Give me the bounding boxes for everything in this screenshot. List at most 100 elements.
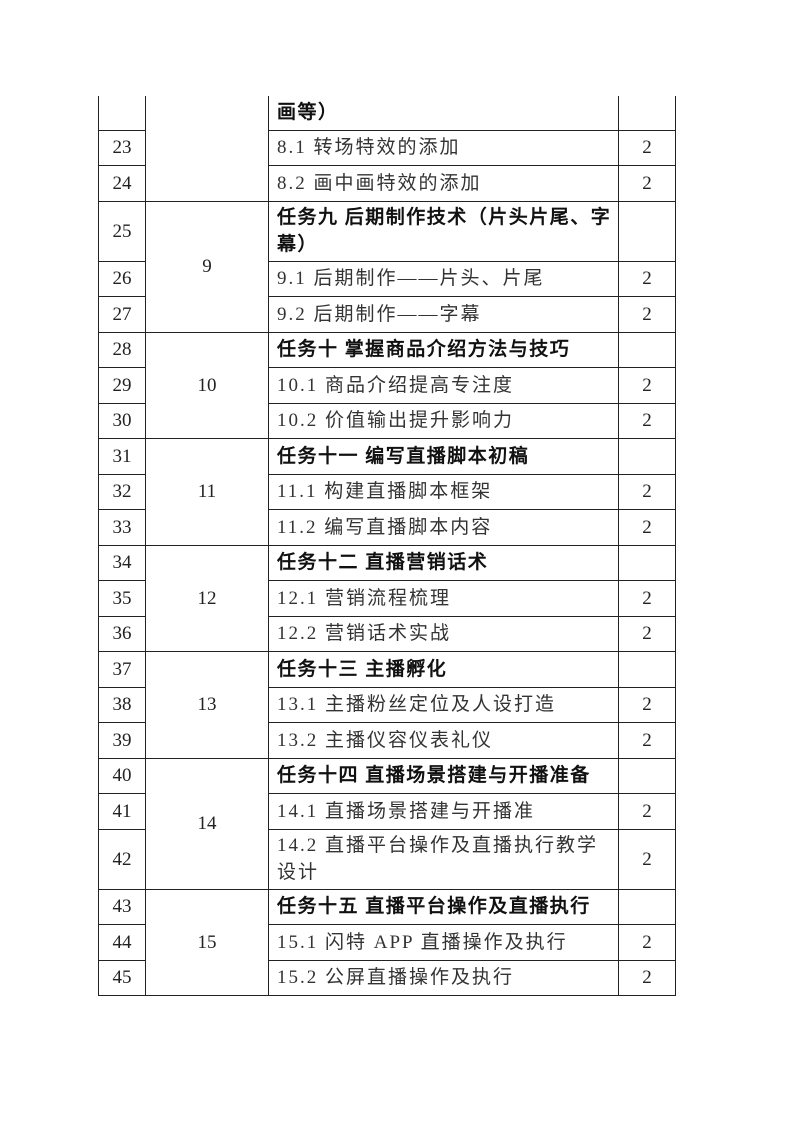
- task-title-cell: 任务九 后期制作技术（片头片尾、字幕）: [268, 200, 619, 262]
- hours-cell: 2: [618, 615, 676, 652]
- table-row: 38 13.1 主播粉丝定位及人设打造 2: [98, 686, 676, 723]
- table-row: 29 10.1 商品介绍提高专注度 2: [98, 367, 676, 404]
- row-number-cell: 23: [98, 129, 146, 166]
- task-title-cell: 任务十 掌握商品介绍方法与技巧: [268, 331, 619, 368]
- table-row: 32 11.1 构建直播脚本框架 2: [98, 473, 676, 510]
- subtask-title-cell: 14.2 直播平台操作及直播执行教学设计: [268, 828, 619, 890]
- table-row: 27 9.2 后期制作——字幕 2: [98, 296, 676, 333]
- row-number-cell: 30: [98, 402, 146, 439]
- table-row: 23 8.1 转场特效的添加 2: [98, 129, 676, 166]
- row-number-cell: 42: [98, 828, 146, 890]
- task-title-cell: 任务十二 直播营销话术: [268, 544, 619, 581]
- hours-cell: [618, 200, 676, 262]
- table-row: 35 12.1 营销流程梳理 2: [98, 580, 676, 617]
- row-number-cell: 35: [98, 580, 146, 617]
- subtask-title-cell: 11.2 编写直播脚本内容: [268, 509, 619, 546]
- table-row: 26 9.1 后期制作——片头、片尾 2: [98, 260, 676, 297]
- row-number-cell: 28: [98, 331, 146, 368]
- hours-cell: 2: [618, 828, 676, 890]
- task-group-cell: 15: [145, 888, 269, 996]
- subtask-title-cell: 9.2 后期制作——字幕: [268, 296, 619, 333]
- row-number-cell: 32: [98, 473, 146, 510]
- task-title-cell: 任务十四 直播场景搭建与开播准备: [268, 757, 619, 794]
- hours-cell: 2: [618, 580, 676, 617]
- task-title-cell: 任务十五 直播平台操作及直播执行: [268, 888, 619, 925]
- table-row: 28 10 任务十 掌握商品介绍方法与技巧: [98, 331, 676, 439]
- hours-cell: 2: [618, 402, 676, 439]
- row-number-cell: 39: [98, 722, 146, 759]
- subtask-title-cell: 13.1 主播粉丝定位及人设打造: [268, 686, 619, 723]
- table-row: 36 12.2 营销话术实战 2: [98, 615, 676, 652]
- row-number-cell: [98, 96, 146, 131]
- row-number-cell: 29: [98, 367, 146, 404]
- hours-cell: 2: [618, 260, 676, 297]
- subtask-title-cell: 12.2 营销话术实战: [268, 615, 619, 652]
- subtask-title-cell: 15.1 闪特 APP 直播操作及执行: [268, 924, 619, 961]
- table-row: 31 11 任务十一 编写直播脚本初稿: [98, 438, 676, 546]
- hours-cell: 2: [618, 722, 676, 759]
- hours-cell: 2: [618, 473, 676, 510]
- subtask-title-cell: 13.2 主播仪容仪表礼仪: [268, 722, 619, 759]
- table-row: 41 14.1 直播场景搭建与开播准 2: [98, 793, 676, 830]
- hours-cell: 2: [618, 165, 676, 202]
- hours-cell: 2: [618, 367, 676, 404]
- hours-cell: 2: [618, 296, 676, 333]
- hours-cell: [618, 888, 676, 925]
- row-number-cell: 43: [98, 888, 146, 925]
- subtask-title-cell: 14.1 直播场景搭建与开播准: [268, 793, 619, 830]
- row-number-cell: 38: [98, 686, 146, 723]
- table-row: 34 12 任务十二 直播营销话术: [98, 544, 676, 652]
- subtask-title-cell: 15.2 公屏直播操作及执行: [268, 959, 619, 996]
- row-number-cell: 26: [98, 260, 146, 297]
- table-row: 37 13 任务十三 主播孵化: [98, 651, 676, 759]
- course-schedule-table: 画等） 23 8.1 转场特效的添加 2 24 8.2 画中画特效的添加 2 25 9 任务九 后…: [98, 96, 676, 996]
- table-row: 24 8.2 画中画特效的添加 2: [98, 165, 676, 202]
- subtask-title-cell: 9.1 后期制作——片头、片尾: [268, 260, 619, 297]
- task-title-cell: 任务十三 主播孵化: [268, 651, 619, 688]
- table-row: 45 15.2 公屏直播操作及执行 2: [98, 959, 676, 996]
- task-group-cell: [145, 96, 269, 202]
- row-number-cell: 27: [98, 296, 146, 333]
- table-row: 43 15 任务十五 直播平台操作及直播执行: [98, 888, 676, 996]
- row-number-cell: 33: [98, 509, 146, 546]
- hours-cell: 2: [618, 959, 676, 996]
- subtask-title-cell: 10.2 价值输出提升影响力: [268, 402, 619, 439]
- table-row: 画等）: [98, 96, 676, 202]
- hours-cell: [618, 757, 676, 794]
- table-row: 30 10.2 价值输出提升影响力 2: [98, 402, 676, 439]
- task-title-cell: 任务十一 编写直播脚本初稿: [268, 438, 619, 475]
- hours-cell: [618, 651, 676, 688]
- table-row: 42 14.2 直播平台操作及直播执行教学设计 2: [98, 828, 676, 890]
- table-row: 39 13.2 主播仪容仪表礼仪 2: [98, 722, 676, 759]
- table-row: 40 14 任务十四 直播场景搭建与开播准备: [98, 757, 676, 890]
- row-number-cell: 45: [98, 959, 146, 996]
- hours-cell: [618, 96, 676, 131]
- task-group-cell: 10: [145, 331, 269, 439]
- row-number-cell: 40: [98, 757, 146, 794]
- hours-cell: [618, 438, 676, 475]
- hours-cell: 2: [618, 129, 676, 166]
- task-group-cell: 9: [145, 200, 269, 333]
- row-number-cell: 36: [98, 615, 146, 652]
- hours-cell: 2: [618, 924, 676, 961]
- row-number-cell: 24: [98, 165, 146, 202]
- subtask-title-cell: 11.1 构建直播脚本框架: [268, 473, 619, 510]
- hours-cell: 2: [618, 509, 676, 546]
- row-number-cell: 25: [98, 200, 146, 262]
- subtask-title-cell: 8.2 画中画特效的添加: [268, 165, 619, 202]
- task-group-cell: 12: [145, 544, 269, 652]
- subtask-title-cell: 10.1 商品介绍提高专注度: [268, 367, 619, 404]
- subtask-title-cell: 12.1 营销流程梳理: [268, 580, 619, 617]
- task-group-cell: 11: [145, 438, 269, 546]
- task-group-cell: 13: [145, 651, 269, 759]
- hours-cell: [618, 331, 676, 368]
- row-number-cell: 41: [98, 793, 146, 830]
- hours-cell: 2: [618, 686, 676, 723]
- task-title-cell: 画等）: [268, 96, 619, 131]
- hours-cell: 2: [618, 793, 676, 830]
- hours-cell: [618, 544, 676, 581]
- row-number-cell: 34: [98, 544, 146, 581]
- task-group-cell: 14: [145, 757, 269, 890]
- table-row: 25 9 任务九 后期制作技术（片头片尾、字幕）: [98, 200, 676, 333]
- row-number-cell: 31: [98, 438, 146, 475]
